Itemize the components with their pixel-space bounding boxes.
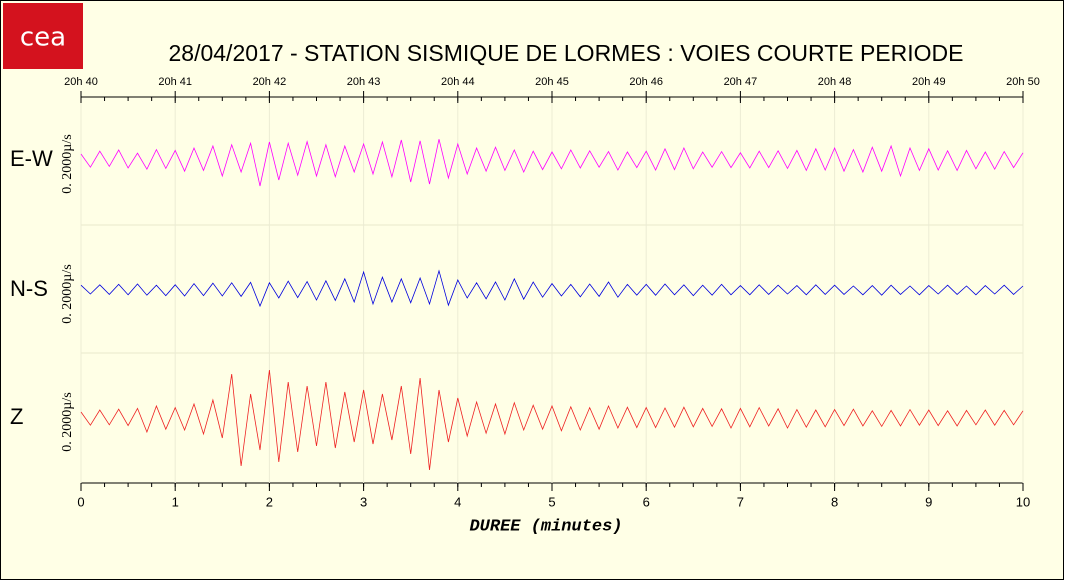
scale-label: 0. 2000µ/s (60, 392, 75, 451)
x-axis-title: DUREE (minutes) (469, 517, 622, 536)
top-tick-label: 20h 43 (347, 76, 381, 88)
x-tick-label: 6 (643, 494, 650, 509)
trace-label: Z (10, 404, 23, 429)
x-tick-label: 2 (266, 494, 273, 509)
top-tick-label: 20h 44 (441, 76, 475, 88)
scale-label: 0. 2000µ/s (60, 134, 75, 193)
x-tick-label: 8 (831, 494, 838, 509)
x-tick-label: 3 (360, 494, 367, 509)
trace-label: N-S (10, 276, 48, 301)
x-tick-label: 4 (454, 494, 461, 509)
trace (80, 139, 1024, 187)
top-tick-label: 20h 45 (535, 76, 569, 88)
trace (80, 369, 1024, 471)
x-tick-label: 1 (172, 494, 179, 509)
top-tick-label: 20h 50 (1006, 76, 1040, 88)
top-tick-label: 20h 46 (629, 76, 663, 88)
top-tick-label: 20h 40 (64, 76, 98, 88)
logo-box (3, 3, 83, 69)
top-tick-label: 20h 49 (912, 76, 946, 88)
logo: cea (20, 23, 66, 53)
chart-title: 28/04/2017 - STATION SISMIQUE DE LORMES … (169, 40, 964, 66)
x-tick-label: 5 (548, 494, 555, 509)
trace (80, 269, 1024, 308)
x-tick-label: 9 (925, 494, 932, 509)
top-tick-label: 20h 42 (253, 76, 287, 88)
x-tick-label: 10 (1016, 494, 1030, 509)
top-tick-label: 20h 47 (724, 76, 758, 88)
x-tick-label: 7 (737, 494, 744, 509)
top-tick-label: 20h 48 (818, 76, 852, 88)
x-tick-label: 0 (77, 494, 84, 509)
trace-label: E-W (10, 146, 53, 171)
scale-label: 0. 2000µ/s (60, 264, 75, 323)
top-tick-label: 20h 41 (158, 76, 192, 88)
